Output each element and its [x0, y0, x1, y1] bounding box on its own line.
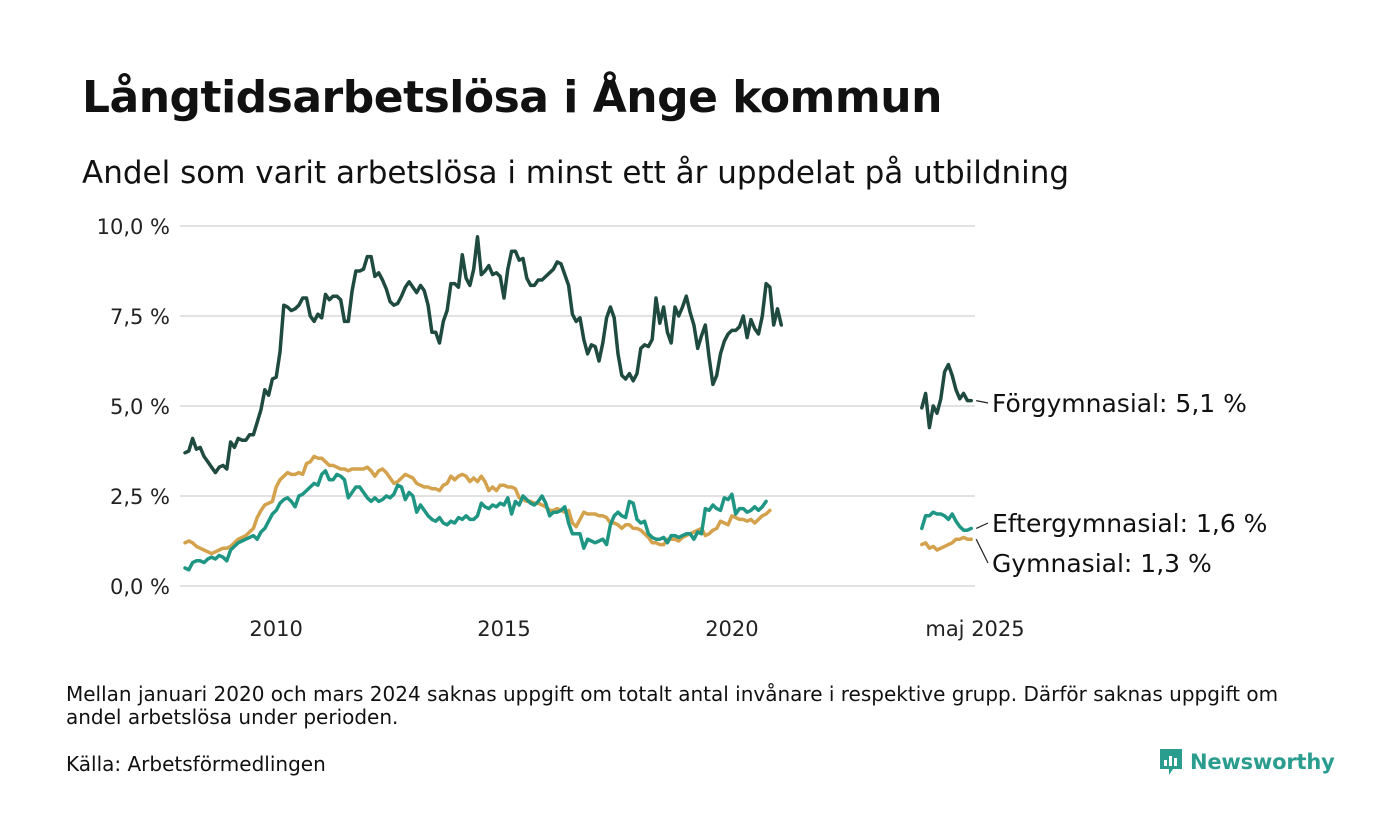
- bar-chart-icon: [1160, 749, 1182, 775]
- series-lines: [183, 235, 973, 572]
- y-tick-label: 0,0 %: [110, 575, 170, 599]
- x-tick-label: 2010: [249, 617, 302, 641]
- y-tick-label: 10,0 %: [97, 215, 170, 239]
- newsworthy-logo[interactable]: Newsworthy: [1158, 747, 1335, 777]
- end-label-gymnasial: Gymnasial: 1,3 %: [992, 549, 1212, 578]
- y-tick-label: 2,5 %: [110, 485, 170, 509]
- x-tick-label: maj 2025: [925, 617, 1024, 641]
- series-line-gymnasial: [183, 454, 772, 556]
- x-axis-tick-labels: 2010 2015 2020 maj 2025: [249, 617, 1024, 641]
- label-leader-line: [975, 538, 989, 564]
- series-line-förgymnasial: [920, 362, 973, 430]
- end-label-förgymnasial: Förgymnasial: 5,1 %: [992, 389, 1247, 418]
- chart-title: Långtidsarbetslösa i Ånge kommun: [82, 72, 942, 123]
- series-line-eftergymnasial: [920, 510, 973, 532]
- label-leader-line: [976, 400, 989, 404]
- x-tick-label: 2015: [477, 617, 530, 641]
- footnote: Mellan januari 2020 och mars 2024 saknas…: [66, 682, 1279, 729]
- end-label-eftergymnasial: Eftergymnasial: 1,6 %: [992, 509, 1267, 538]
- y-tick-label: 5,0 %: [110, 395, 170, 419]
- y-axis-tick-labels: 0,0 % 2,5 % 5,0 % 7,5 % 10,0 %: [97, 215, 170, 599]
- line-chart: 0,0 % 2,5 % 5,0 % 7,5 % 10,0 % 2010 2015 2020 m…: [97, 215, 1268, 641]
- grid-lines: [180, 225, 975, 587]
- brand-name: Newsworthy: [1190, 750, 1335, 774]
- source-credit: Källa: Arbetsförmedlingen: [66, 752, 326, 776]
- y-tick-label: 7,5 %: [110, 305, 170, 329]
- series-line-gymnasial: [920, 535, 973, 552]
- label-leader-line: [975, 522, 989, 529]
- x-tick-label: 2020: [705, 617, 758, 641]
- series-line-förgymnasial: [183, 235, 784, 475]
- series-end-labels: Förgymnasial: 5,1 % Eftergymnasial: 1,6 %…: [975, 389, 1267, 578]
- series-line-eftergymnasial: [183, 469, 768, 572]
- chart-subtitle: Andel som varit arbetslösa i minst ett å…: [82, 155, 1070, 191]
